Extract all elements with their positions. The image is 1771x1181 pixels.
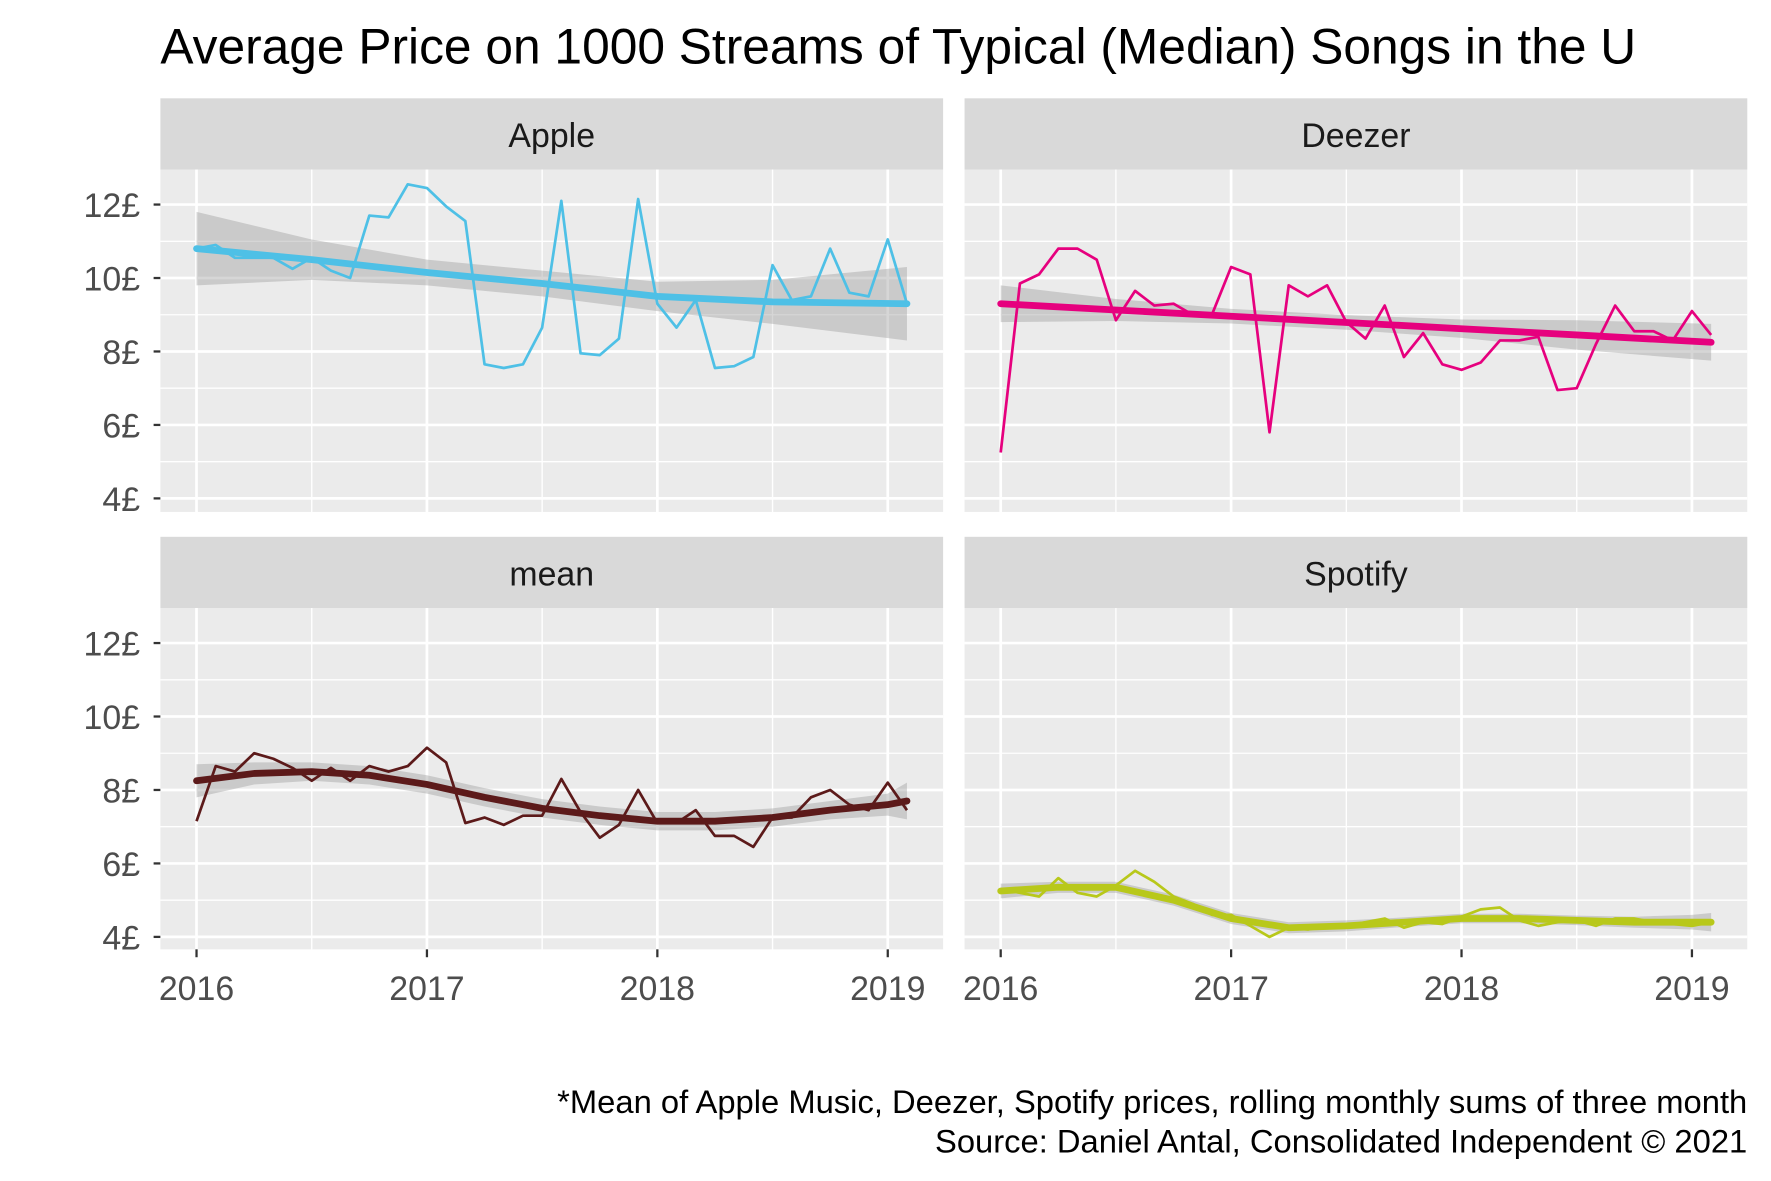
panel-mean: mean 4£ 6£ 8£ 10£ 12£ 2016 2017 2018 2019 bbox=[84, 536, 944, 1008]
y-tick-label: 4£ bbox=[102, 481, 140, 519]
y-tick-label: 8£ bbox=[102, 334, 140, 372]
x-tick-label: 2018 bbox=[620, 970, 695, 1008]
series-line-smooth bbox=[193, 768, 911, 825]
y-tick-label: 10£ bbox=[84, 699, 141, 737]
y-tick-label: 4£ bbox=[102, 919, 140, 957]
y-tick-label: 6£ bbox=[102, 407, 140, 445]
y-tick-label: 10£ bbox=[84, 260, 141, 298]
confidence-band bbox=[196, 211, 907, 341]
facet-strip-label: Deezer bbox=[1301, 117, 1410, 155]
x-tick-label: 2019 bbox=[850, 970, 925, 1008]
facet-strip bbox=[160, 98, 944, 170]
series-line-raw bbox=[999, 247, 1713, 453]
series-line-smooth bbox=[997, 300, 1715, 346]
y-tick-label: 12£ bbox=[84, 187, 141, 225]
facet-strip-label: mean bbox=[509, 555, 594, 593]
plot-background bbox=[160, 608, 944, 950]
plot-background bbox=[160, 169, 944, 512]
plot-background bbox=[964, 169, 1748, 512]
series-line-smooth bbox=[193, 245, 911, 308]
x-tick-label: 2018 bbox=[1424, 970, 1499, 1008]
chart-title: Average Price on 1000 Streams of Typical… bbox=[160, 18, 1636, 74]
x-tick-label: 2017 bbox=[389, 970, 464, 1008]
x-tick-label: 2017 bbox=[1193, 970, 1268, 1008]
facet-strip-label: Spotify bbox=[1304, 555, 1408, 593]
x-tick-label: 2019 bbox=[1654, 970, 1729, 1008]
x-tick-label: 2016 bbox=[963, 970, 1038, 1008]
panel-apple: Apple 4£ 6£ 8£ 10£ 12£ bbox=[84, 98, 944, 519]
caption-line-1: *Mean of Apple Music, Deezer, Spotify pr… bbox=[557, 1083, 1747, 1120]
x-tick-label: 2016 bbox=[159, 970, 234, 1008]
facet-strip-label: Apple bbox=[508, 117, 595, 155]
facet-strip bbox=[964, 98, 1748, 170]
caption-line-2: Source: Daniel Antal, Consolidated Indep… bbox=[935, 1123, 1747, 1160]
panel-spotify: Spotify 2016 2017 2018 2019 bbox=[963, 536, 1748, 1008]
y-tick-label: 12£ bbox=[84, 625, 141, 663]
plot-background bbox=[964, 608, 1748, 950]
facet-strip bbox=[160, 536, 944, 609]
series-line-smooth bbox=[997, 883, 1715, 932]
y-tick-label: 8£ bbox=[102, 772, 140, 810]
panel-deezer: Deezer bbox=[964, 98, 1748, 512]
y-tick-label: 6£ bbox=[102, 846, 140, 884]
facet-strip bbox=[964, 536, 1748, 609]
